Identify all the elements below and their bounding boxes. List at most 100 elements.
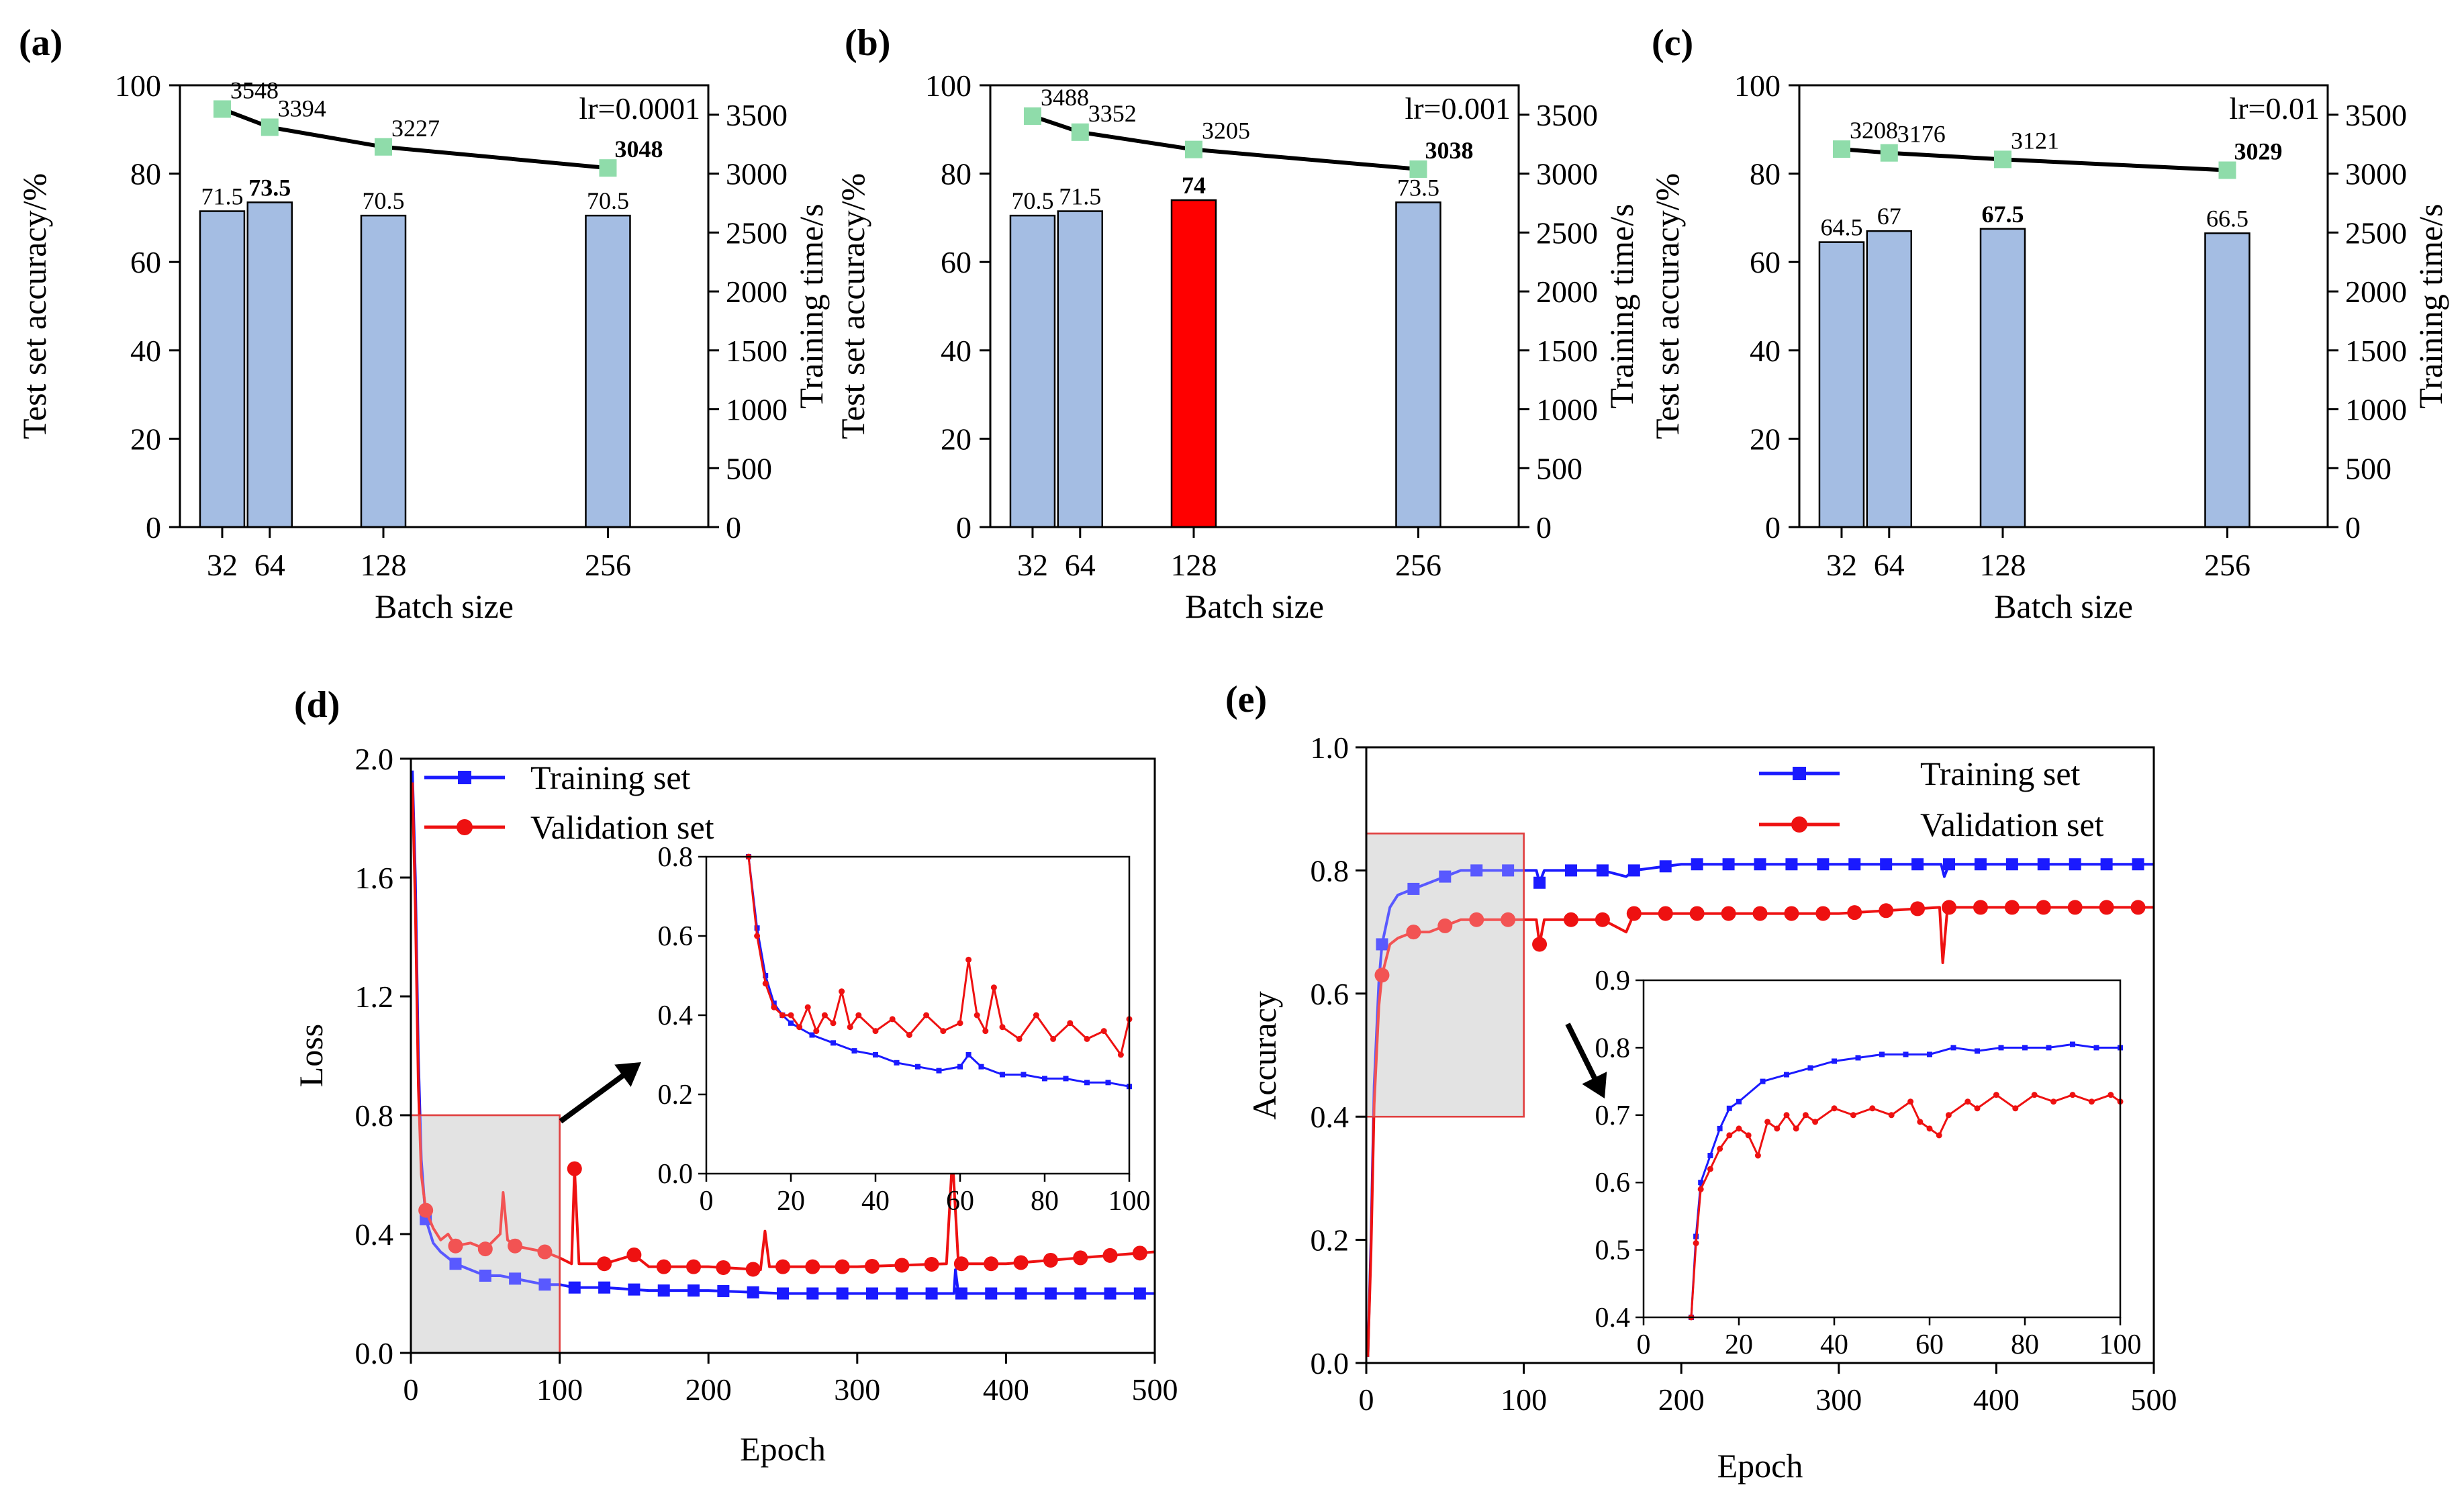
- x-tick-label: 32: [207, 548, 238, 582]
- validation-set-marker: [537, 1244, 553, 1260]
- validation-set-marker: [1689, 906, 1705, 921]
- inset-y-tick-label: 0.0: [658, 1159, 694, 1190]
- validation-set-marker: [805, 1259, 820, 1274]
- training-time-line: [1032, 114, 1419, 171]
- training-time-line: [1841, 147, 2228, 173]
- y-tick-label: 20: [130, 422, 161, 456]
- panel-label-c: (c): [1652, 22, 1693, 64]
- y-tick-label: 80: [1750, 157, 1781, 191]
- x-tick-label: 500: [2131, 1382, 2177, 1417]
- y-tick-label: 1.6: [355, 861, 394, 895]
- training-time-marker: [2218, 161, 2236, 179]
- inset-validation-set-marker: [1888, 1112, 1895, 1119]
- inset-validation-set-marker: [1754, 1152, 1761, 1159]
- inset-training-set-marker: [2070, 1041, 2075, 1047]
- training-time-marker: [1023, 107, 1041, 125]
- training-set-marker: [1722, 858, 1735, 871]
- inset-validation-set-marker: [923, 1012, 930, 1019]
- x-tick-label: 300: [1815, 1382, 1862, 1417]
- y-tick-label: 0: [146, 510, 161, 545]
- training-set-marker: [865, 1287, 878, 1300]
- y2-tick-label: 1000: [2345, 393, 2407, 427]
- inset-training-set-marker: [965, 1052, 972, 1057]
- training-time-marker: [1880, 144, 1898, 162]
- plot-frame: [1365, 746, 2155, 1364]
- validation-set-marker: [1102, 1248, 1118, 1263]
- validation-set-marker: [2036, 900, 2051, 915]
- validation-set-marker: [1437, 918, 1453, 933]
- training-set-marker: [688, 1284, 700, 1297]
- training-set-marker: [1376, 938, 1388, 951]
- y2-tick-label: 0: [1536, 510, 1552, 545]
- training-set-marker: [1659, 860, 1672, 873]
- inset-y-tick-label: 0.4: [1595, 1303, 1631, 1333]
- validation-set-marker: [2004, 900, 2020, 915]
- y-tick-label: 80: [941, 157, 972, 191]
- y2-axis-label: Training time/s: [1603, 203, 1640, 408]
- training-time-data-label: 3227: [391, 115, 440, 142]
- inset-training-set-marker: [1975, 1048, 1980, 1054]
- validation-set-marker: [745, 1262, 761, 1277]
- y-tick-label: 1.2: [355, 980, 394, 1014]
- plot-frame: [989, 84, 1520, 528]
- inset-training-set-marker: [957, 1064, 963, 1070]
- y-tick-label: 0.0: [355, 1336, 394, 1370]
- y2-tick-label: 2500: [2345, 216, 2407, 250]
- training-time-data-label: 3176: [1897, 121, 1946, 148]
- validation-set-marker: [1532, 937, 1548, 952]
- x-tick-label: 256: [585, 548, 631, 582]
- training-set-marker: [1104, 1287, 1117, 1300]
- x-axis-label: Batch size: [375, 587, 514, 625]
- accuracy-bar: [1170, 199, 1217, 528]
- inset-validation-set-marker: [1726, 1132, 1733, 1139]
- inset-training-set-marker: [851, 1048, 857, 1054]
- inset-x-tick-label: 0: [1637, 1329, 1651, 1360]
- inset-y-tick-label: 0.8: [1595, 1033, 1631, 1064]
- inset-training-set-marker: [1042, 1076, 1047, 1082]
- validation-set-marker: [1910, 901, 1926, 916]
- y-tick-label: 0.4: [1311, 1100, 1349, 1134]
- accuracy-data-label: 67.5: [1981, 201, 2024, 228]
- inset-validation-set-marker: [804, 1004, 811, 1010]
- inset-training-set-marker: [2093, 1045, 2099, 1051]
- training-set-marker: [1133, 1287, 1146, 1300]
- training-set-marker: [1014, 1287, 1027, 1300]
- y-tick-label: 1.0: [1311, 731, 1349, 765]
- accuracy-bar: [1979, 228, 2026, 528]
- x-tick-label: 256: [1395, 548, 1441, 582]
- y-axis-label: Test set accuracy/%: [834, 173, 871, 439]
- validation-set-marker: [984, 1256, 999, 1272]
- x-tick-label: 32: [1826, 548, 1857, 582]
- training-set-marker: [1848, 858, 1861, 871]
- y-tick-label: 40: [130, 334, 161, 368]
- inset-training-set-marker: [788, 1020, 794, 1026]
- inset-training-set-marker: [1084, 1080, 1090, 1086]
- y-axis-label: Test set accuracy/%: [15, 173, 53, 439]
- inset-validation-set-marker: [872, 1028, 879, 1035]
- training-set-marker: [1880, 858, 1893, 871]
- inset-x-tick-label: 100: [1108, 1186, 1151, 1217]
- inset-training-set-marker: [873, 1052, 878, 1057]
- validation-set-marker: [1132, 1245, 1147, 1261]
- inset-training-set-marker: [1021, 1072, 1027, 1078]
- training-time-marker: [1832, 140, 1850, 158]
- y2-tick-label: 2500: [726, 216, 788, 250]
- accuracy-bar: [1395, 201, 1441, 528]
- validation-set-marker: [448, 1238, 463, 1254]
- validation-set-marker: [418, 1203, 434, 1218]
- training-set-marker: [479, 1269, 491, 1282]
- training-set-marker: [1044, 1287, 1057, 1300]
- training-set-marker: [1817, 858, 1830, 871]
- inset-validation-set-marker: [1707, 1166, 1713, 1172]
- validation-set-marker: [686, 1259, 702, 1274]
- training-set-marker: [1596, 864, 1609, 877]
- inset-training-set-marker: [978, 1064, 984, 1070]
- y2-tick-label: 3000: [1536, 157, 1598, 191]
- training-time-marker: [599, 159, 617, 177]
- inset-validation-set-marker: [889, 1016, 896, 1023]
- training-time-marker: [1071, 123, 1089, 141]
- accuracy-bar: [199, 210, 246, 528]
- training-set-marker: [568, 1281, 581, 1294]
- training-time-data-label: 3352: [1088, 100, 1137, 127]
- accuracy-bar: [1009, 214, 1056, 528]
